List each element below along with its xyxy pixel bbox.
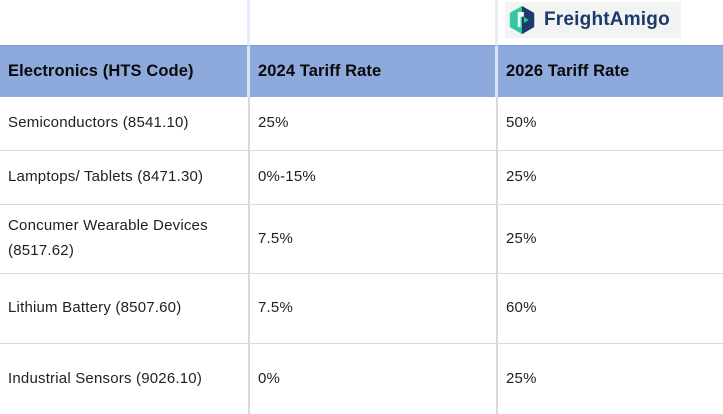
- rate-2026-cell: 50%: [498, 97, 723, 151]
- table-row: Concumer Wearable Devices (8517.62) 7.5%…: [0, 205, 723, 274]
- product-cell: Concumer Wearable Devices (8517.62): [0, 205, 250, 274]
- table-row: Lamptops/ Tablets (8471.30) 0%-15% 25%: [0, 151, 723, 205]
- product-cell: Semiconductors (8541.10): [0, 97, 250, 151]
- rate-2026-cell: 25%: [506, 369, 537, 387]
- column-header-2024-tariff-rate: 2024 Tariff Rate: [250, 45, 498, 97]
- table-row: Industrial Sensors (9026.10) 0% 25%: [0, 344, 723, 414]
- rate-2024-cell: 0%-15%: [250, 151, 498, 205]
- rate-2026-cell: 60%: [498, 274, 723, 344]
- column-header-electronics-hts-code: Electronics (HTS Code): [0, 45, 250, 97]
- product-cell: Lamptops/ Tablets (8471.30): [0, 151, 250, 205]
- toprow-spacer-1: [0, 0, 250, 45]
- freightamigo-logo-text: FreightAmigo: [544, 9, 670, 30]
- product-cell: Lithium Battery (8507.60): [0, 274, 250, 344]
- freightamigo-logo: FreightAmigo: [505, 2, 681, 38]
- toprow-spacer-2: [250, 0, 498, 45]
- toprow-logo-cell: FreightAmigo: [498, 0, 723, 45]
- product-cell: Industrial Sensors (9026.10): [0, 344, 250, 414]
- freightamigo-hexagon-icon: [509, 5, 535, 35]
- rate-2024-cell: 25%: [250, 97, 498, 151]
- rate-2024-cell: 0%: [250, 344, 498, 414]
- rate-2024-cell: 7.5%: [250, 274, 498, 344]
- table-row: Semiconductors (8541.10) 25% 50%: [0, 97, 723, 151]
- logo-row: FreightAmigo: [0, 0, 723, 45]
- table-row: Lithium Battery (8507.60) 7.5% 60%: [0, 274, 723, 344]
- rate-2026-cell: 25%: [498, 151, 723, 205]
- column-header-2026-tariff-rate: 2026 Tariff Rate: [498, 45, 723, 97]
- rate-2024-cell: 7.5%: [250, 205, 498, 274]
- rate-2026-cell: 25%: [498, 205, 723, 274]
- table-header-row: Electronics (HTS Code) 2024 Tariff Rate …: [0, 45, 723, 97]
